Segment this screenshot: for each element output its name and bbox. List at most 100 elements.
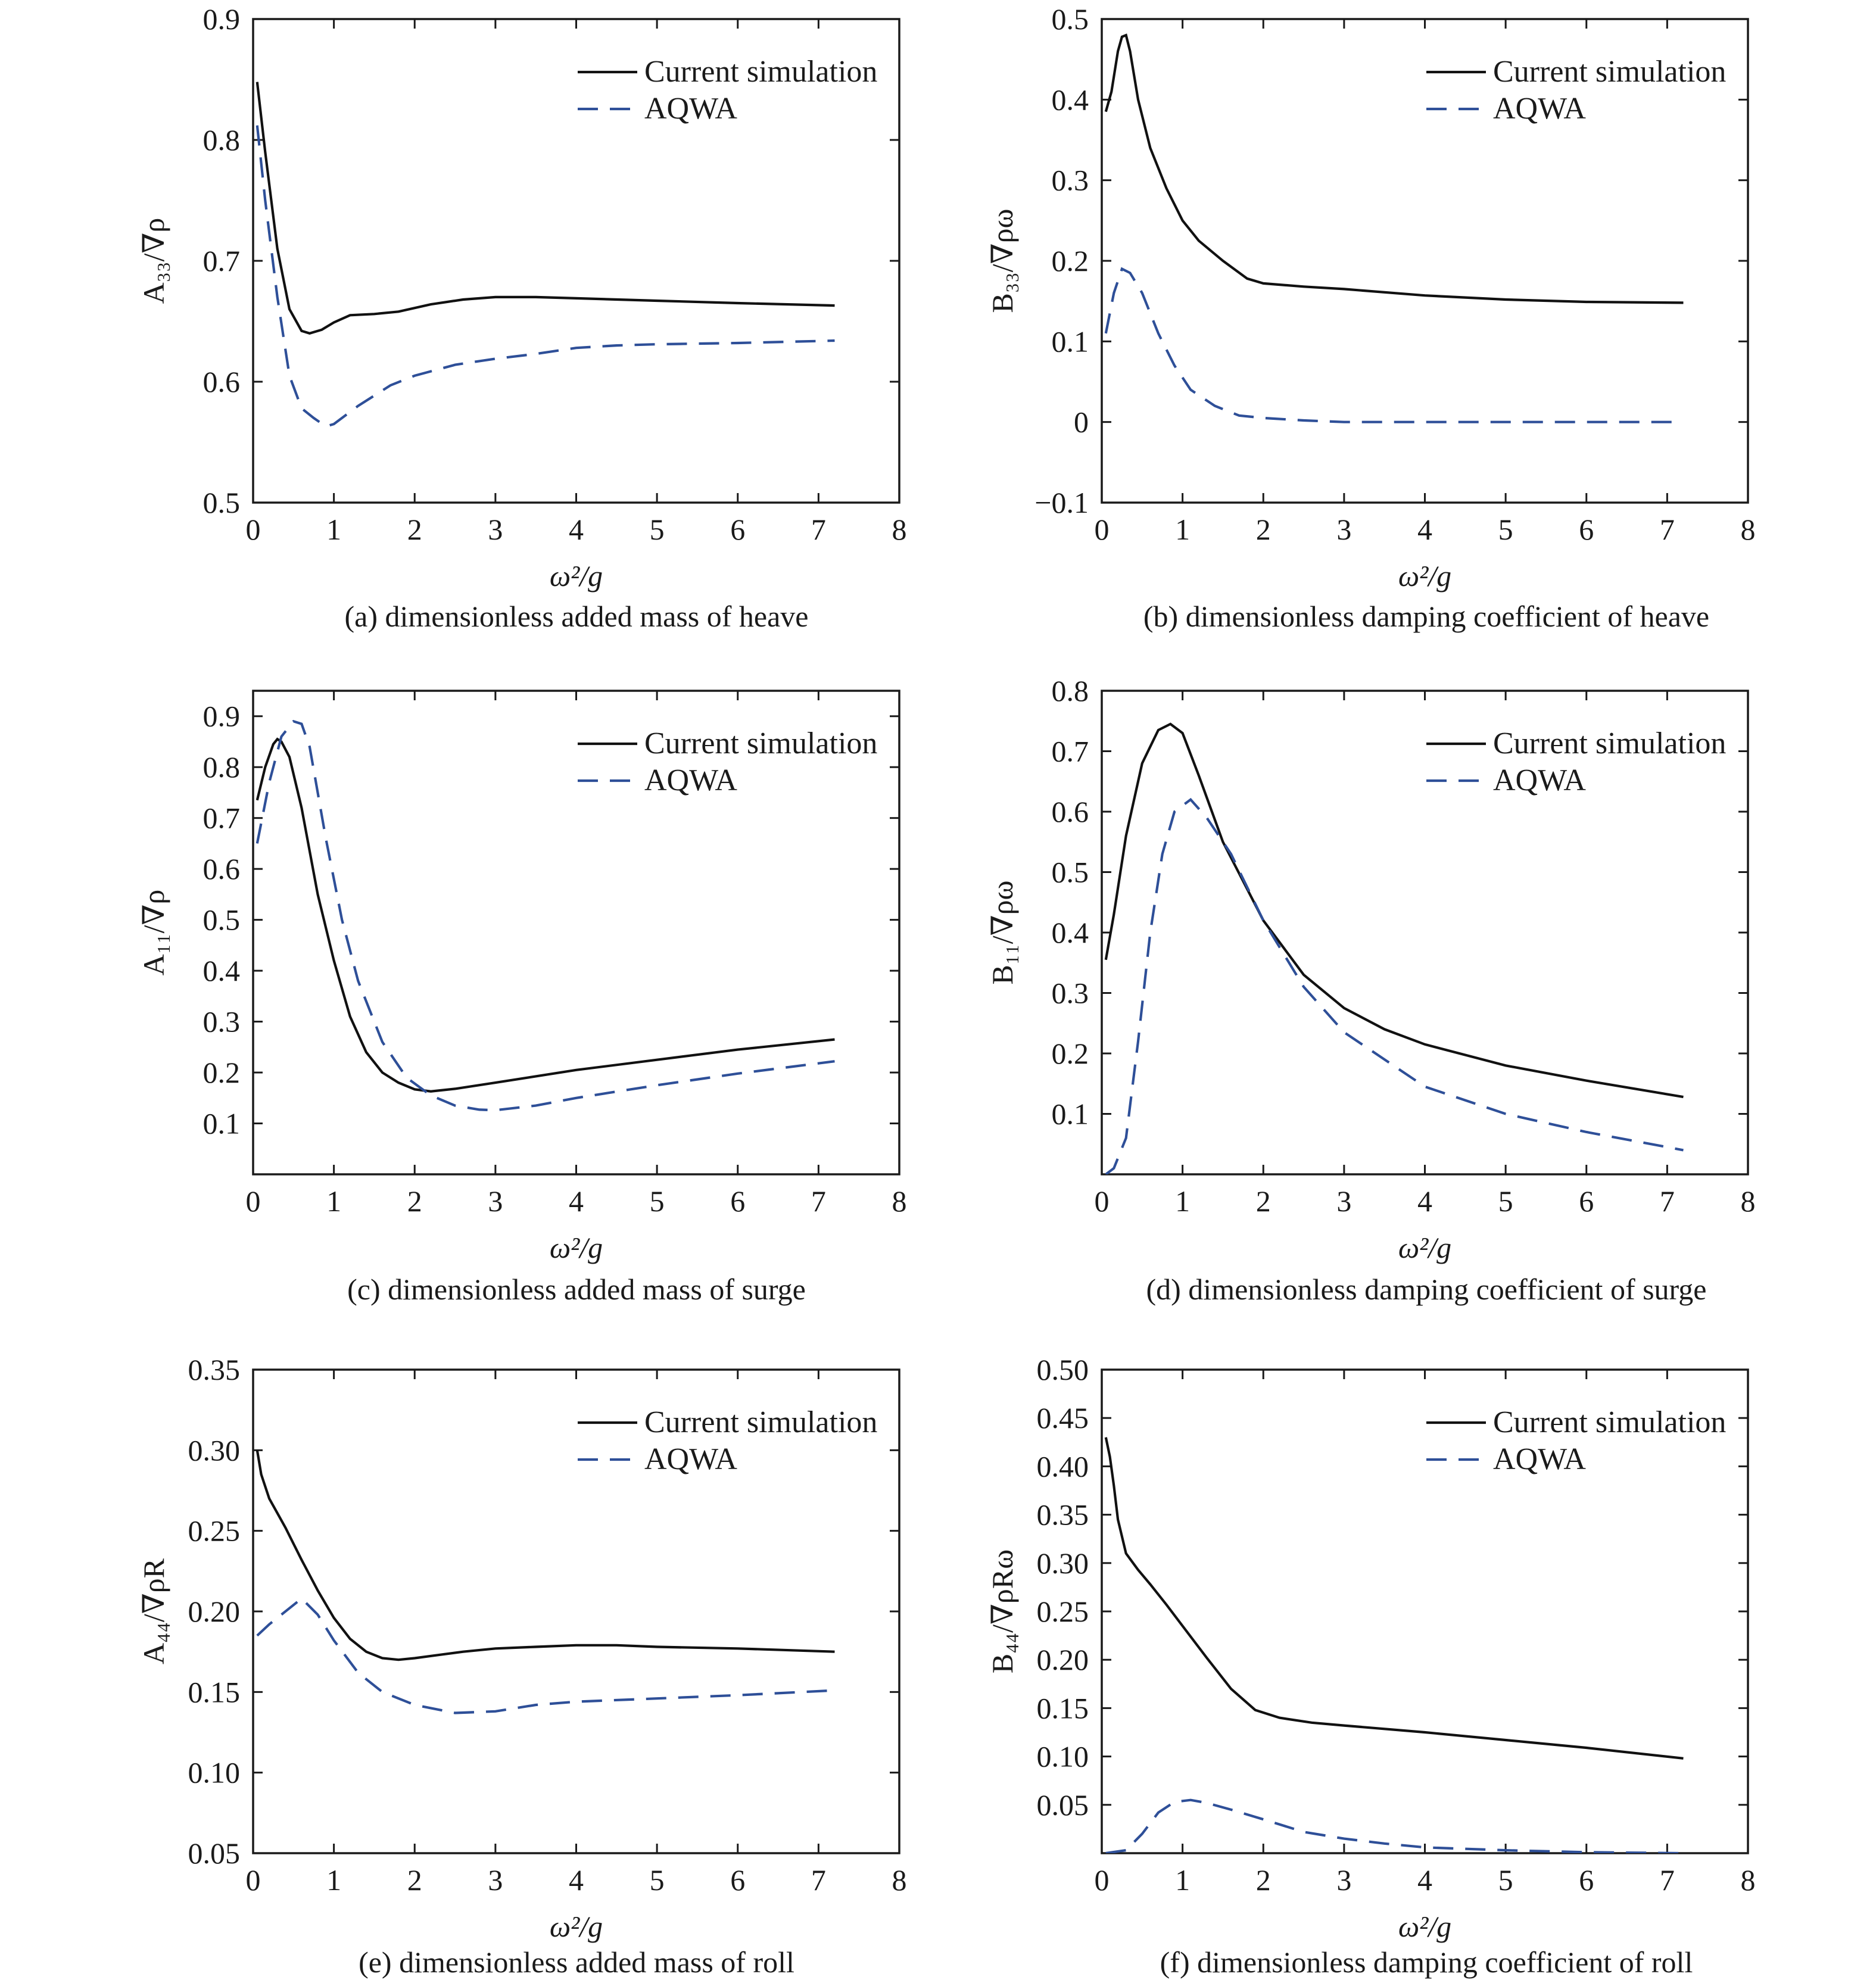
x-axis-label: ω²/g (550, 1910, 603, 1943)
legend-label: Current simulation (1493, 55, 1726, 89)
x-tick-label: 1 (1175, 1863, 1190, 1897)
y-tick-label: 0.9 (203, 2, 241, 36)
chart-panel-f: 0 1 2 3 4 5 6 7 8 0.05 0.10 0.15 0.20 0.25 0.30 0.35 0.4… (986, 1353, 1756, 1979)
chart-panel-b: 0 1 2 3 4 5 6 7 8−0.100.10.20.30.40.5ω²/gB₃₃/∇ρω… (986, 2, 1756, 633)
y-tick-label: 0.35 (188, 1353, 241, 1386)
x-tick-label: 5 (1498, 1863, 1513, 1897)
x-tick-label: 7 (811, 1863, 826, 1897)
y-axis-label: A₃₃/∇ρ (137, 218, 170, 304)
y-tick-label: 0.6 (203, 852, 241, 886)
series-line-current-simulation (255, 1449, 835, 1661)
x-tick-label: 7 (811, 513, 826, 546)
series-line-current-simulation (1104, 1437, 1684, 1760)
x-axis-label: ω²/g (1398, 559, 1451, 593)
x-tick-label: 8 (892, 1184, 907, 1218)
y-tick-label: 0.3 (1052, 977, 1089, 1010)
x-tick-label: 3 (1336, 1863, 1351, 1897)
y-tick-label: 0.20 (1037, 1643, 1089, 1676)
legend-label: AQWA (644, 1442, 737, 1476)
x-tick-label: 6 (1579, 513, 1594, 546)
x-tick-label: 3 (488, 513, 503, 546)
y-tick-label: 0.4 (1052, 83, 1089, 116)
x-tick-label: 8 (892, 1863, 907, 1897)
legend-label: AQWA (1493, 1442, 1586, 1476)
y-tick-label: 0.5 (1052, 2, 1089, 36)
plot-frame (1101, 18, 1749, 504)
x-tick-label: 8 (1741, 1863, 1756, 1897)
y-tick-label: 0.30 (1037, 1547, 1089, 1580)
figure-caption: (c) dimensionless added mass of surge (347, 1273, 806, 1306)
x-tick-label: 3 (488, 1184, 503, 1218)
legend-label: Current simulation (1493, 1405, 1726, 1439)
legend-label: Current simulation (1493, 727, 1726, 760)
x-tick-label: 2 (407, 1863, 422, 1897)
x-tick-label: 1 (326, 1184, 341, 1218)
x-tick-label: 1 (1175, 1184, 1190, 1218)
y-tick-label: 0.7 (203, 802, 241, 835)
series-line-aqwa (1105, 797, 1684, 1174)
y-tick-label: 0.3 (203, 1005, 241, 1039)
y-tick-label: 0 (1074, 406, 1089, 439)
y-tick-label: 0.5 (203, 903, 241, 937)
plot-frame (252, 690, 900, 1176)
x-tick-label: 4 (569, 1863, 584, 1897)
y-tick-label: 0.45 (1037, 1401, 1089, 1435)
x-tick-label: 0 (1095, 1184, 1110, 1218)
chart-panel-c: 0 1 2 3 4 5 6 7 8 0.1 0.2 0.3 0.4 0.5 0.6 0.7 0.8 0.9 ω²/g… (137, 690, 907, 1306)
x-tick-label: 5 (650, 1863, 665, 1897)
x-tick-label: 8 (892, 513, 907, 546)
y-tick-label: 0.8 (203, 123, 241, 157)
x-tick-label: 3 (1336, 513, 1351, 546)
chart-panel-d: 0 1 2 3 4 5 6 7 8 0.1 0.2 0.3 0.4 0.5 0.6 0.7 0.8 ω²/g B₁₁… (986, 674, 1756, 1306)
y-tick-label: −0.1 (1034, 486, 1089, 519)
legend-label: Current simulation (644, 727, 877, 760)
y-tick-label: 0.4 (1052, 916, 1089, 949)
y-tick-label: 0.4 (203, 954, 241, 987)
series-line-current-simulation (255, 82, 835, 335)
figure-caption: (b) dimensionless damping coefficient of… (1143, 600, 1709, 633)
y-tick-label: 0.6 (203, 365, 241, 398)
y-tick-label: 0.9 (203, 700, 241, 733)
y-axis-label: B₁₁/∇ρω (986, 881, 1019, 985)
series-line-aqwa (1104, 267, 1684, 423)
y-tick-label: 0.10 (188, 1756, 241, 1789)
legend-label: Current simulation (644, 55, 877, 89)
y-tick-label: 0.30 (188, 1433, 241, 1467)
x-tick-label: 7 (811, 1184, 826, 1218)
x-tick-label: 1 (1175, 513, 1190, 546)
y-tick-label: 0.2 (203, 1056, 241, 1089)
x-tick-label: 1 (326, 513, 341, 546)
y-axis-label: B₄₄/∇ρRω (986, 1549, 1019, 1673)
series-line-current-simulation (1104, 33, 1684, 304)
series-line-aqwa (1105, 1798, 1684, 1853)
figure-caption: (e) dimensionless added mass of roll (359, 1945, 794, 1979)
plot-frame (252, 18, 900, 504)
x-tick-label: 0 (246, 1863, 261, 1897)
y-tick-label: 0.1 (1052, 1097, 1089, 1131)
y-tick-label: 0.5 (1052, 856, 1089, 889)
y-tick-label: 0.1 (203, 1107, 241, 1140)
x-tick-label: 0 (246, 513, 261, 546)
x-tick-label: 4 (1417, 1863, 1432, 1897)
x-tick-label: 8 (1741, 1184, 1756, 1218)
series-line-current-simulation (255, 737, 835, 1093)
x-tick-label: 6 (730, 1184, 745, 1218)
y-tick-label: 0.35 (1037, 1498, 1089, 1532)
x-tick-label: 4 (569, 513, 584, 546)
x-tick-label: 5 (1498, 1184, 1513, 1218)
x-tick-label: 6 (1579, 1184, 1594, 1218)
legend-label: Current simulation (644, 1405, 877, 1439)
x-tick-label: 2 (1256, 1863, 1271, 1897)
x-tick-label: 2 (1256, 1184, 1271, 1218)
legend-label: AQWA (644, 763, 737, 797)
x-tick-label: 3 (1336, 1184, 1351, 1218)
x-tick-label: 5 (650, 513, 665, 546)
x-tick-label: 2 (407, 513, 422, 546)
x-tick-label: 5 (650, 1184, 665, 1218)
x-tick-label: 3 (488, 1863, 503, 1897)
x-axis-label: ω²/g (1398, 1231, 1451, 1264)
y-tick-label: 0.15 (1037, 1691, 1089, 1725)
legend-label: AQWA (644, 92, 737, 126)
y-tick-label: 0.05 (188, 1837, 241, 1870)
x-tick-label: 6 (730, 1863, 745, 1897)
